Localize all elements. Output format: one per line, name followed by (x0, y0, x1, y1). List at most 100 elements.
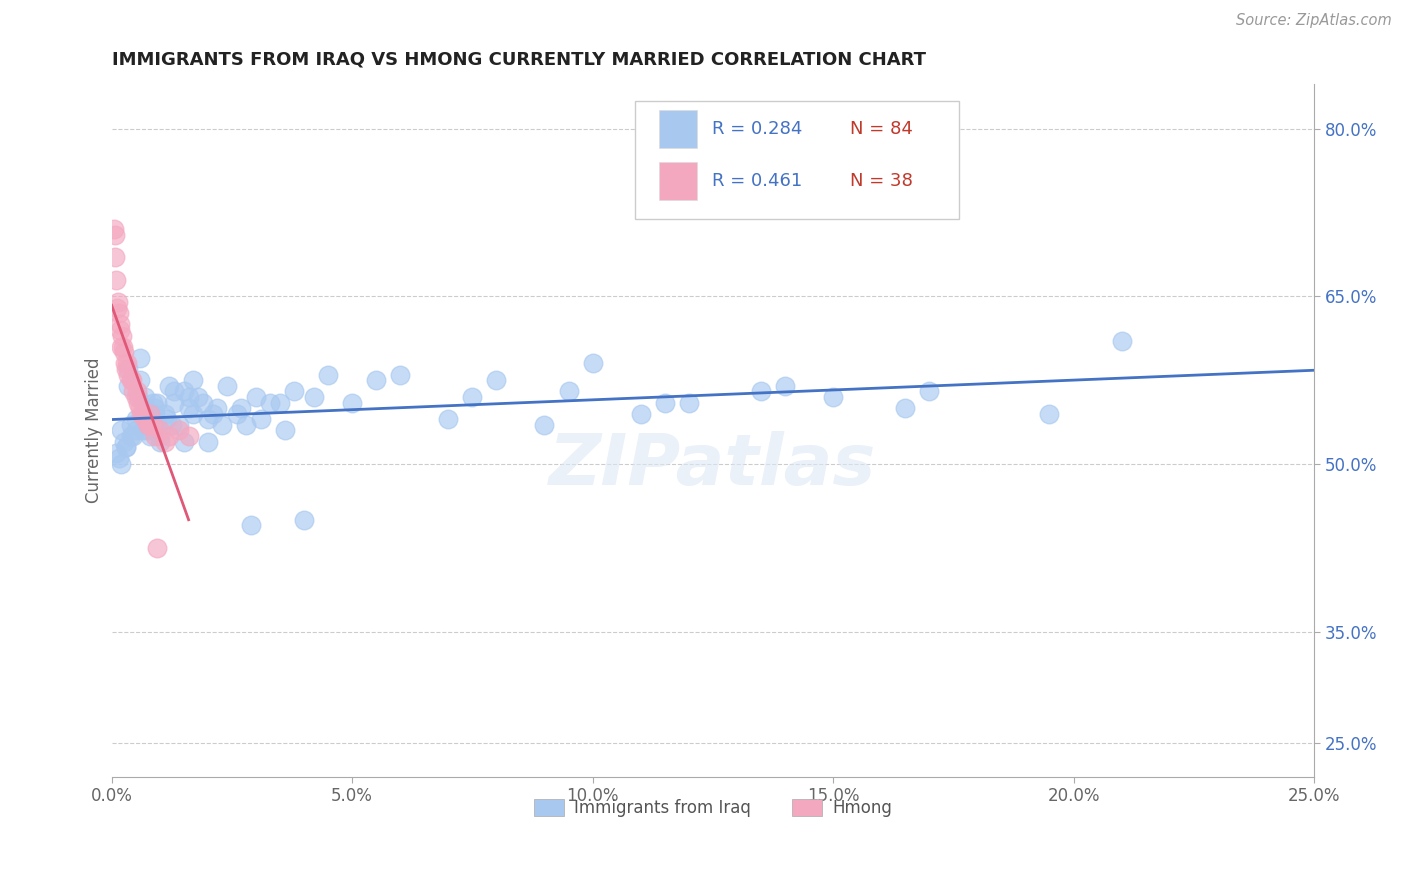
Point (141, 395, 163, 409)
Point (167, 417, 190, 432)
Point (177, 401, 200, 416)
Point (153, 434, 176, 449)
Point (773, 379, 796, 393)
Point (110, 340, 132, 354)
Point (108, 451, 131, 466)
Point (240, 518, 263, 533)
Point (211, 417, 233, 432)
Text: ZIPatlas: ZIPatlas (550, 431, 876, 500)
Point (132, 407, 155, 421)
Point (183, 373, 205, 387)
Point (134, 412, 156, 426)
FancyBboxPatch shape (634, 102, 959, 219)
Point (197, 434, 219, 449)
Point (120, 373, 142, 387)
Point (1111, 334, 1133, 348)
Point (274, 424, 297, 438)
Point (132, 424, 155, 438)
Point (259, 395, 281, 409)
Point (104, 227, 127, 242)
Text: N = 38: N = 38 (849, 172, 912, 190)
Point (139, 407, 162, 421)
Point (215, 379, 238, 393)
Point (122, 384, 145, 399)
Point (139, 429, 162, 443)
Point (139, 412, 162, 426)
Point (437, 412, 460, 426)
Text: Source: ZipAtlas.com: Source: ZipAtlas.com (1236, 13, 1392, 29)
Point (146, 417, 169, 432)
Point (125, 384, 148, 399)
Point (160, 417, 183, 432)
Point (235, 417, 257, 432)
Point (132, 407, 155, 421)
Point (129, 401, 152, 416)
Point (1038, 407, 1060, 421)
Point (114, 356, 136, 370)
Point (146, 395, 169, 409)
Point (120, 429, 142, 443)
Point (115, 362, 138, 376)
Point (125, 412, 148, 426)
Point (117, 362, 139, 376)
Point (115, 440, 138, 454)
Point (146, 541, 169, 555)
Point (157, 429, 180, 443)
Point (110, 424, 132, 438)
Point (129, 351, 152, 365)
Point (366, 373, 388, 387)
Point (110, 457, 132, 471)
Point (149, 429, 172, 443)
Point (131, 407, 153, 421)
Point (581, 356, 603, 370)
Point (122, 429, 145, 443)
Point (173, 434, 195, 449)
Point (283, 384, 305, 399)
Point (177, 429, 200, 443)
Point (127, 390, 149, 404)
Point (104, 250, 127, 264)
Point (245, 390, 267, 404)
Point (111, 328, 134, 343)
Point (302, 390, 325, 404)
Point (117, 368, 139, 382)
Point (292, 513, 315, 527)
Point (197, 412, 219, 426)
Point (127, 395, 149, 409)
Point (108, 318, 131, 332)
Point (630, 407, 652, 421)
Point (269, 395, 291, 409)
Point (125, 390, 148, 404)
Point (389, 368, 412, 382)
Point (108, 306, 131, 320)
Text: R = 0.284: R = 0.284 (711, 120, 801, 138)
Point (157, 379, 180, 393)
Point (207, 401, 229, 416)
Point (173, 384, 195, 399)
Point (134, 401, 156, 416)
Text: R = 0.461: R = 0.461 (711, 172, 801, 190)
Point (316, 368, 339, 382)
Point (107, 301, 129, 315)
Point (153, 407, 176, 421)
Point (111, 340, 134, 354)
Point (177, 390, 200, 404)
Point (138, 417, 160, 432)
Point (231, 401, 253, 416)
Point (557, 384, 579, 399)
FancyBboxPatch shape (659, 110, 697, 148)
Point (156, 412, 179, 426)
Point (654, 395, 676, 409)
Point (115, 440, 138, 454)
FancyBboxPatch shape (659, 162, 697, 200)
Point (167, 424, 190, 438)
Point (485, 373, 508, 387)
Point (105, 273, 128, 287)
Point (143, 401, 166, 416)
Point (183, 407, 205, 421)
Point (120, 417, 142, 432)
Point (103, 222, 125, 236)
Point (121, 373, 143, 387)
Point (136, 417, 159, 432)
Text: IMMIGRANTS FROM IRAQ VS HMONG CURRENTLY MARRIED CORRELATION CHART: IMMIGRANTS FROM IRAQ VS HMONG CURRENTLY … (111, 51, 925, 69)
